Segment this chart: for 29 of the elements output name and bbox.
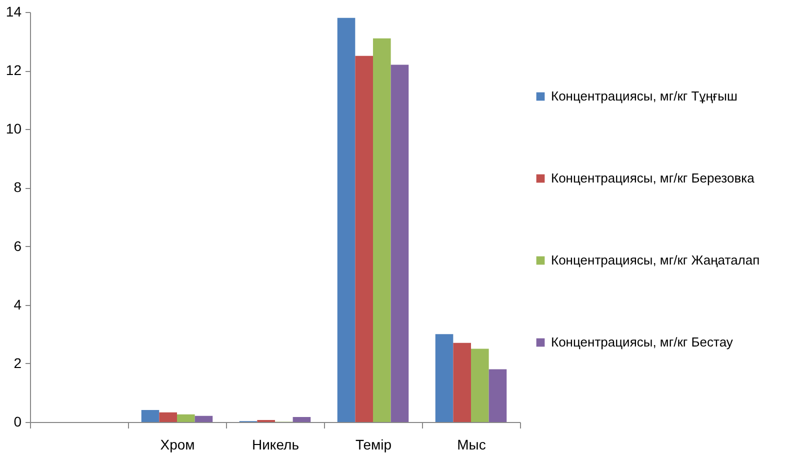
legend-label: Концентрациясы, мг/кг Бестау <box>551 334 734 350</box>
legend-label: Концентрациясы, мг/кг Жаңаталап <box>551 252 760 268</box>
y-tick-label: 2 <box>14 354 22 371</box>
legend-label: Концентрациясы, мг/кг Тұңғыш <box>551 88 738 104</box>
bar <box>453 342 471 422</box>
bar <box>292 417 311 422</box>
y-tick-label: 0 <box>14 414 22 430</box>
x-tick-label: Темір <box>355 436 392 452</box>
bar <box>488 369 507 422</box>
y-tick-label: 10 <box>6 120 22 137</box>
bar <box>390 64 409 422</box>
bar <box>141 410 160 422</box>
legend-label: Концентрациясы, мг/кг Березовка <box>551 170 756 186</box>
y-tick-label: 12 <box>6 62 22 78</box>
y-tick-label: 6 <box>14 238 22 254</box>
x-tick-label: Мыс <box>457 436 486 452</box>
bar <box>177 414 195 422</box>
y-tick-label: 8 <box>14 179 22 196</box>
bar <box>337 18 356 422</box>
x-tick-label: Хром <box>160 436 195 452</box>
bar <box>194 416 213 422</box>
bar <box>373 38 391 422</box>
bar <box>159 412 177 422</box>
bar <box>355 56 373 422</box>
x-tick-label: Никель <box>252 436 299 452</box>
y-tick-label: 4 <box>14 296 22 312</box>
y-tick-label: 14 <box>6 4 22 20</box>
bar <box>435 334 454 422</box>
bar <box>471 348 489 422</box>
